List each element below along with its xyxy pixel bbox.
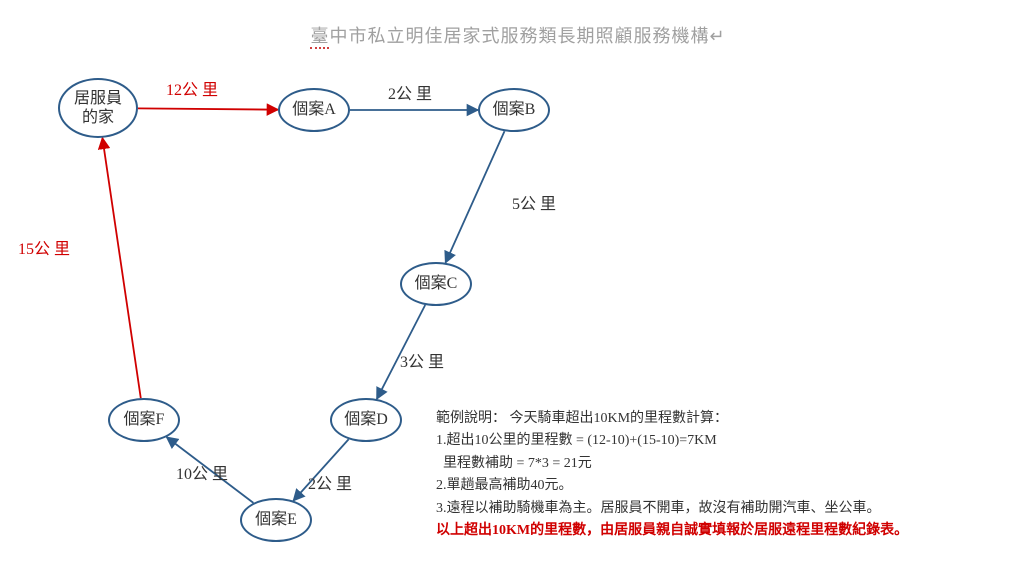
node-F: 個案F	[108, 398, 180, 442]
note-line: 2.單趟最高補助40元。	[436, 475, 908, 497]
edge-B-C	[446, 131, 505, 263]
title-prefix: 臺	[310, 26, 329, 49]
note-highlight: 以上超出10KM的里程數，由居服員親自誠實填報於居服遠程里程數紀錄表。	[436, 520, 908, 542]
node-E: 個案E	[240, 498, 312, 542]
edge-label-E-F: 10公 里	[176, 460, 228, 484]
note-line: 里程數補助 = 7*3 = 21元	[436, 453, 908, 475]
edge-label-F-home: 15公 里	[18, 235, 70, 259]
edge-label-C-D: 3公 里	[400, 348, 444, 372]
node-C: 個案C	[400, 262, 472, 306]
node-home: 居服員的家	[58, 78, 138, 138]
title-rest: 中市私立明佳居家式服務類長期照顧服務機構↵	[329, 26, 725, 46]
edge-F-home	[102, 138, 140, 398]
note-line: 範例說明： 今天騎車超出10KM的里程數計算：	[436, 408, 908, 430]
notes-box: 範例說明： 今天騎車超出10KM的里程數計算：1.超出10公里的里程數 = (1…	[436, 408, 908, 542]
node-A: 個案A	[278, 88, 350, 132]
page-title: 臺中市私立明佳居家式服務類長期照顧服務機構↵	[0, 22, 1036, 48]
edge-label-D-E: 2公 里	[308, 470, 352, 494]
note-line: 3.遠程以補助騎機車為主。居服員不開車，故沒有補助開汽車、坐公車。	[436, 498, 908, 520]
edge-label-A-B: 2公 里	[388, 80, 432, 104]
edge-label-B-C: 5公 里	[512, 190, 556, 214]
note-line: 1.超出10公里的里程數 = (12-10)+(15-10)=7KM	[436, 430, 908, 452]
edge-home-A	[138, 108, 278, 109]
node-D: 個案D	[330, 398, 402, 442]
edge-label-home-A: 12公 里	[166, 76, 218, 100]
node-B: 個案B	[478, 88, 550, 132]
